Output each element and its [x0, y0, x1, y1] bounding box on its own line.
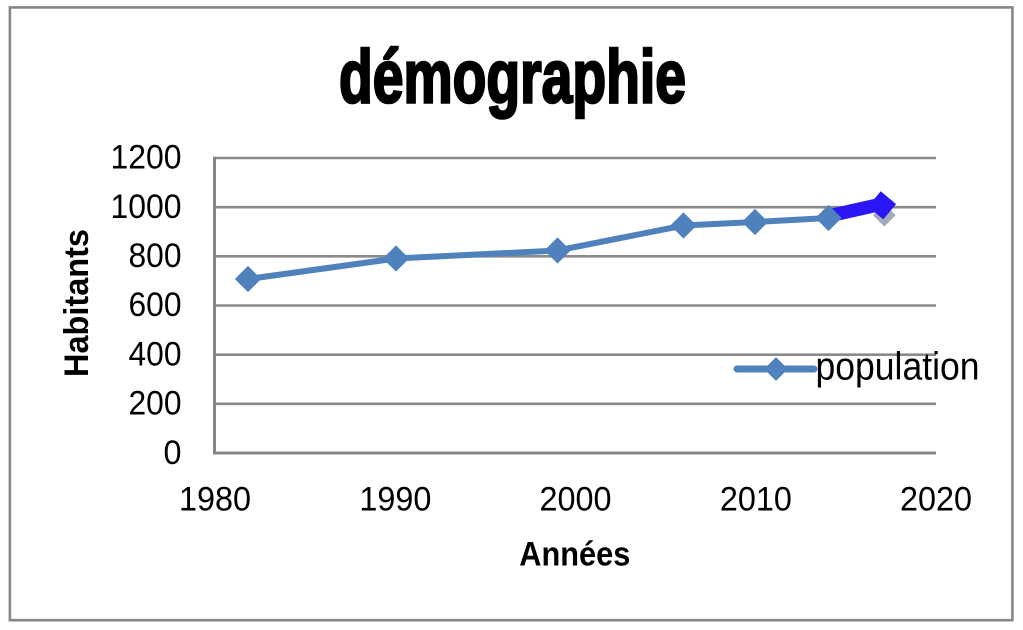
svg-text:0: 0: [164, 434, 182, 472]
svg-text:Habitants: Habitants: [58, 229, 96, 377]
svg-text:800: 800: [129, 237, 182, 275]
svg-text:population: population: [816, 345, 980, 388]
svg-text:2010: 2010: [720, 481, 792, 519]
svg-text:2000: 2000: [540, 481, 612, 519]
svg-text:600: 600: [129, 286, 182, 324]
svg-text:1000: 1000: [111, 188, 182, 226]
svg-text:2020: 2020: [900, 481, 972, 519]
svg-text:1200: 1200: [111, 139, 182, 177]
svg-text:200: 200: [129, 384, 182, 422]
svg-text:démographie: démographie: [339, 35, 686, 119]
svg-text:1990: 1990: [359, 481, 431, 519]
svg-text:Années: Années: [519, 535, 630, 573]
svg-text:400: 400: [129, 335, 182, 373]
svg-text:1980: 1980: [179, 481, 251, 519]
